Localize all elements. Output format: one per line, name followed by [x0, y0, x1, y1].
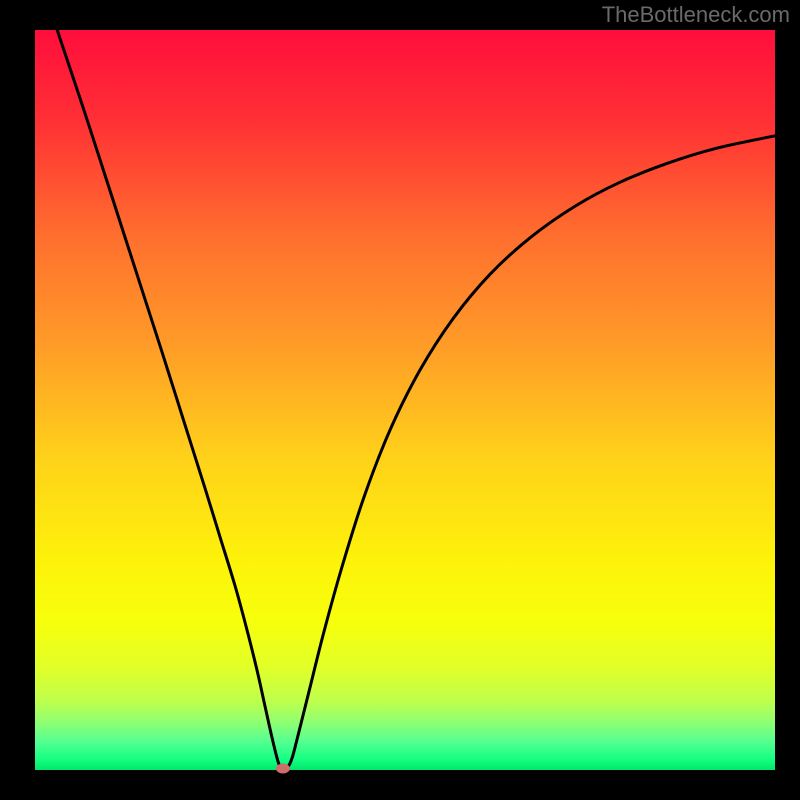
chart-wrapper: TheBottleneck.com — [0, 0, 800, 800]
optimal-point-marker — [276, 764, 290, 774]
watermark-text: TheBottleneck.com — [602, 2, 790, 28]
bottleneck-chart — [0, 0, 800, 800]
